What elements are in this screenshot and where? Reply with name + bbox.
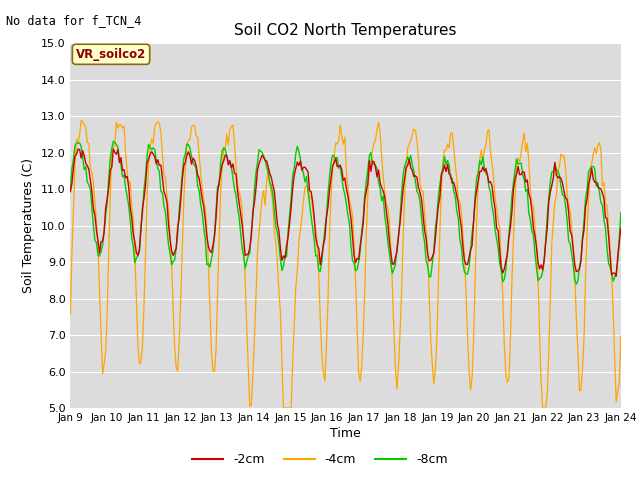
Text: VR_soilco2: VR_soilco2: [76, 48, 146, 61]
Y-axis label: Soil Temperatures (C): Soil Temperatures (C): [22, 158, 35, 293]
Title: Soil CO2 North Temperatures: Soil CO2 North Temperatures: [234, 23, 457, 38]
X-axis label: Time: Time: [330, 427, 361, 440]
Text: No data for f_TCN_4: No data for f_TCN_4: [6, 14, 142, 27]
Legend: -2cm, -4cm, -8cm: -2cm, -4cm, -8cm: [187, 448, 453, 471]
